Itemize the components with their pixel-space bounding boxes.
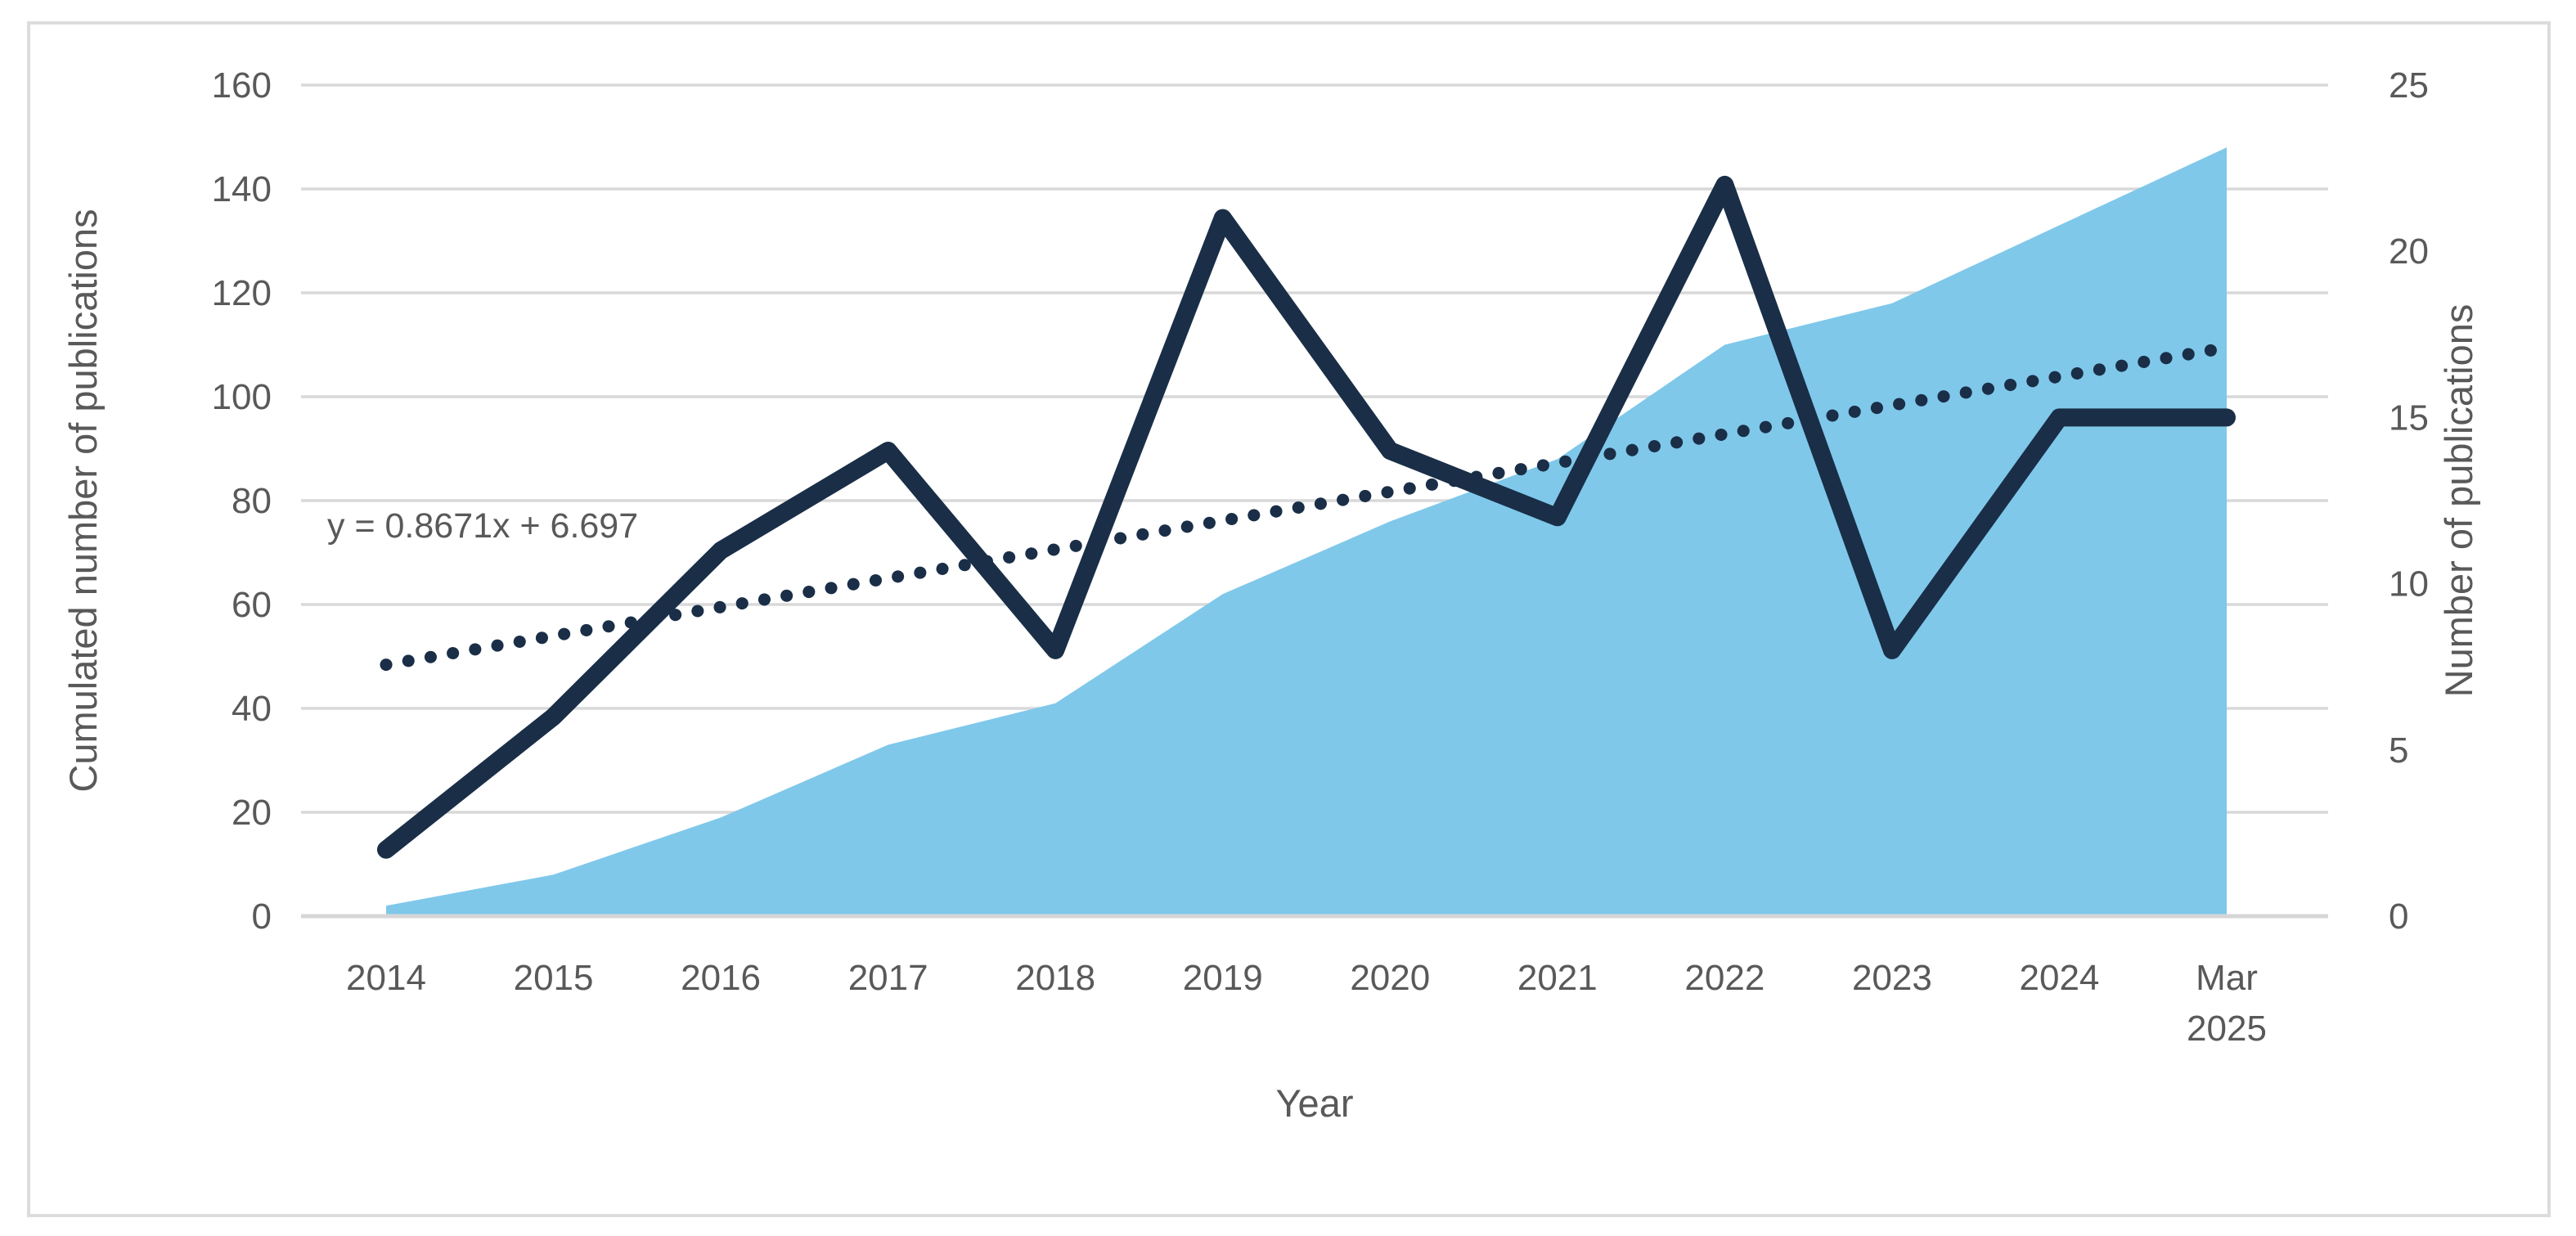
right-axis-tick-label: 15 [2389,398,2429,438]
left-axis-tick-label: 100 [212,377,272,417]
tick-labels-layer: 0 20 40 60 80 100 120 140 160 0 5 10 15 20 25 [212,65,2429,937]
cumulative-area-series [386,147,2227,916]
x-axis-category-label: 2024 [2020,958,2100,998]
left-axis-tick-label: 160 [212,65,272,106]
x-axis-category-label: 2016 [681,958,761,998]
right-axis-tick-label: 0 [2389,897,2408,937]
yearly-publications-line [377,175,2236,859]
x-axis-category-label: 2018 [1015,958,1095,998]
right-axis-tick-label: 20 [2389,231,2429,272]
trendline-series [380,341,2233,672]
chart-frame-border [27,21,2551,1217]
x-axis-category-label: 2017 [848,958,928,998]
x-axis-category-label: 2014 [346,958,426,998]
left-axis-tick-label: 0 [252,897,272,937]
x-axis-category-label: 2021 [1517,958,1598,998]
right-axis-tick-label: 5 [2389,730,2408,771]
left-axis-tick-label: 40 [232,689,272,729]
x-axis-category-label: 2023 [1852,958,1932,998]
cumulative-publications-area [386,147,2227,916]
left-axis-tick-label: 120 [212,273,272,313]
yearly-line-series [377,175,2236,859]
x-axis-category-label: 2022 [1684,958,1765,998]
x-axis-title: Year [1276,1081,1354,1125]
left-axis-title: Cumulated number of publications [61,209,105,792]
category-labels-layer: 2014 2015 2016 2017 2018 2019 2020 2021 2022 2023… [346,958,2267,1049]
right-axis-title: Number of publications [2437,304,2480,698]
x-axis-category-label: 2020 [1350,958,1430,998]
left-axis-tick-label: 140 [212,169,272,209]
right-axis-tick-label: 10 [2389,564,2429,605]
left-axis-tick-label: 60 [232,585,272,625]
left-axis-tick-label: 80 [232,481,272,521]
linear-trendline-dotted [380,341,2233,672]
x-axis-category-label: Mar 2025 [2187,958,2267,1049]
x-axis-category-label: 2015 [514,958,594,998]
left-axis-tick-label: 20 [232,793,272,833]
right-axis-tick-label: 25 [2389,65,2429,106]
trendline-equation-label: y = 0.8671x + 6.697 [327,506,638,546]
x-axis-category-label: 2019 [1183,958,1263,998]
